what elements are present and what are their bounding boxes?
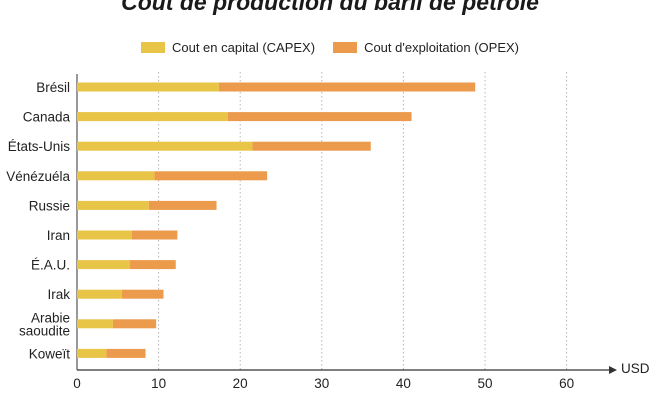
bar-capex-6 <box>77 260 131 270</box>
category-label-9: Koweït <box>29 346 71 361</box>
category-label-8-line-0: Arabie <box>31 310 70 325</box>
category-label-7: Irak <box>47 287 70 302</box>
bar-opex-8 <box>112 319 157 329</box>
x-tick-label-0: 0 <box>73 376 81 391</box>
bar-capex-8 <box>77 319 113 329</box>
x-tick-label-10: 10 <box>151 376 166 391</box>
x-tick-label-30: 30 <box>314 376 329 391</box>
category-label-8-line-1: saoudite <box>19 323 70 338</box>
legend-label-capex: Cout en capital (CAPEX) <box>171 40 316 55</box>
category-label-4: Russie <box>29 198 70 213</box>
bar-opex-9 <box>106 348 146 358</box>
bar-opex-6 <box>130 260 176 270</box>
legend-item-opex: Cout d'exploitation (OPEX) <box>333 40 519 55</box>
bar-opex-4 <box>148 200 217 210</box>
legend-swatch-opex <box>333 42 358 53</box>
bar-capex-9 <box>77 348 107 358</box>
bar-opex-0 <box>218 82 476 92</box>
bar-opex-1 <box>227 112 412 122</box>
category-label-1: Canada <box>23 110 71 125</box>
category-label-3: Vénézuéla <box>6 169 70 184</box>
bar-opex-7 <box>121 289 164 299</box>
x-axis-arrow <box>609 366 617 374</box>
x-tick-label-40: 40 <box>396 376 411 391</box>
bar-capex-0 <box>77 82 219 92</box>
x-tick-label-60: 60 <box>559 376 574 391</box>
x-tick-label-50: 50 <box>477 376 492 391</box>
bar-capex-4 <box>77 200 149 210</box>
bar-capex-2 <box>77 141 253 151</box>
chart-title: Coût de production du baril de pétrole <box>121 0 539 15</box>
x-tick-label-20: 20 <box>233 376 248 391</box>
bar-capex-1 <box>77 112 228 122</box>
bar-capex-5 <box>77 230 132 240</box>
x-axis-unit-label: USD <box>621 361 650 376</box>
legend-label-opex: Cout d'exploitation (OPEX) <box>364 40 520 55</box>
category-label-0: Brésil <box>36 80 70 95</box>
bar-capex-7 <box>77 289 122 299</box>
category-label-5: Iran <box>47 228 70 243</box>
category-label-6: É.A.U. <box>31 258 70 273</box>
bar-capex-3 <box>77 171 155 181</box>
bar-opex-5 <box>131 230 178 240</box>
category-label-2: États-Unis <box>8 139 71 154</box>
legend-swatch-capex <box>140 42 165 53</box>
legend-item-capex: Cout en capital (CAPEX) <box>140 40 316 55</box>
bar-opex-2 <box>252 141 371 151</box>
legend: Cout en capital (CAPEX) Cout d'exploitat… <box>0 40 660 55</box>
bar-opex-3 <box>154 171 268 181</box>
